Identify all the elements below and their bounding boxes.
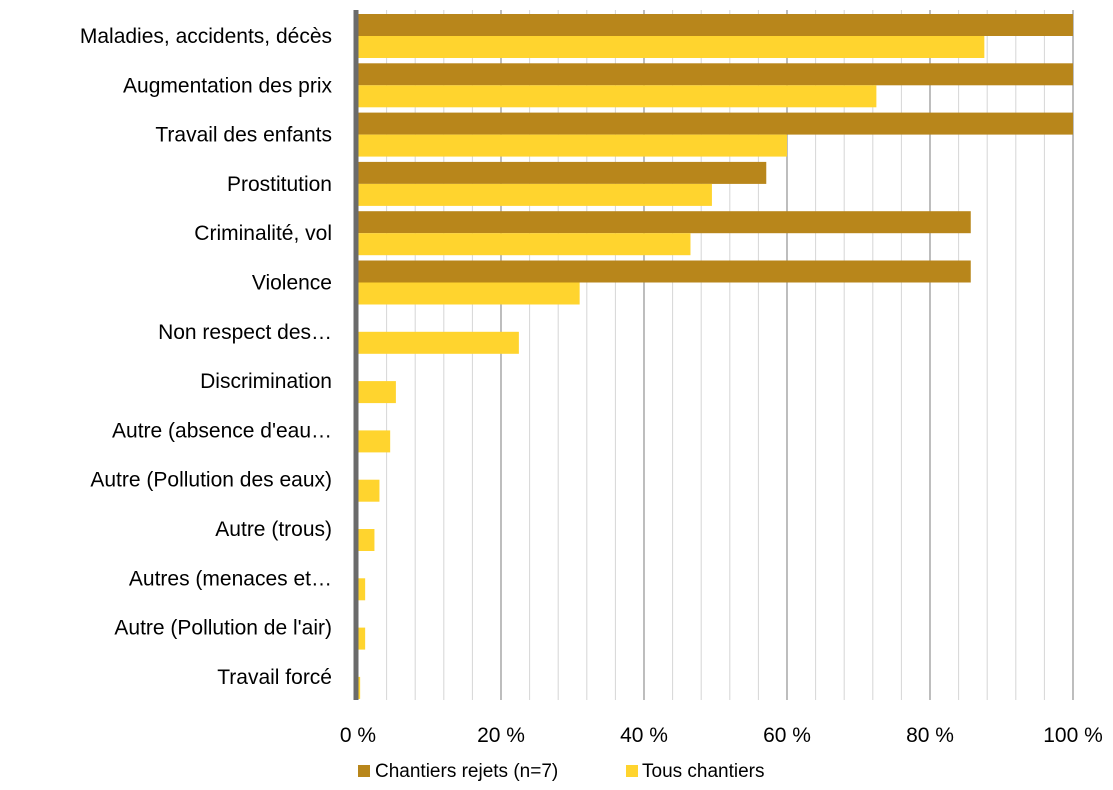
x-tick-label: 0 % <box>340 724 376 747</box>
x-tick-label: 20 % <box>477 724 525 747</box>
bar-series-2-row-9 <box>358 430 391 453</box>
category-label: Autre (Pollution des eaux) <box>90 469 332 492</box>
category-label: Autre (trous) <box>215 518 332 541</box>
legend-swatch-series-1 <box>358 765 370 777</box>
bar-series-2-row-4 <box>358 183 712 206</box>
bar-series-1-row-4 <box>358 161 767 184</box>
bar-series-2-row-3 <box>358 134 787 157</box>
bar-series-2-row-14 <box>358 676 361 699</box>
category-label: Autres (menaces et… <box>129 567 332 590</box>
category-label: Augmentation des prix <box>123 74 332 97</box>
bar-series-2-row-8 <box>358 381 396 404</box>
category-label: Maladies, accidents, décès <box>80 25 332 48</box>
bar-series-1-row-5 <box>358 211 971 234</box>
x-tick-label: 40 % <box>620 724 668 747</box>
x-tick-labels: 0 % 20 % 40 % 60 % 80 % 100 % <box>340 724 1103 747</box>
bar-series-2-row-2 <box>358 85 877 108</box>
category-label: Criminalité, vol <box>194 222 332 245</box>
legend-label-series-2: Tous chantiers <box>642 761 765 782</box>
legend-swatch-series-2 <box>626 765 638 777</box>
category-label: Autre (absence d'eau… <box>112 419 332 442</box>
x-tick-label: 100 % <box>1043 724 1103 747</box>
bar-series-1-row-6 <box>358 260 971 283</box>
bar-series-2-row-6 <box>358 282 580 305</box>
category-label: Discrimination <box>200 370 332 393</box>
category-label: Non respect des… <box>158 321 332 344</box>
x-tick-label: 80 % <box>906 724 954 747</box>
category-label: Travail forcé <box>217 666 332 689</box>
legend-label-series-1: Chantiers rejets (n=7) <box>375 761 558 782</box>
category-labels: Maladies, accidents, décès Augmentation d… <box>80 25 333 689</box>
bar-series-2-row-10 <box>358 479 380 502</box>
bar-series-1-row-2 <box>358 63 1073 86</box>
bar-series-1-row-3 <box>358 112 1073 135</box>
bar-series-2-row-5 <box>358 233 691 256</box>
category-label: Violence <box>252 272 332 295</box>
category-label: Travail des enfants <box>155 124 332 147</box>
bars <box>358 14 1073 699</box>
category-label: Autre (Pollution de l'air) <box>114 617 332 640</box>
bar-series-2-row-11 <box>358 529 375 551</box>
bar-series-2-row-1 <box>358 36 985 58</box>
legend: Chantiers rejets (n=7) Tous chantiers <box>358 761 765 782</box>
bar-series-2-row-7 <box>358 331 519 354</box>
bar-series-2-row-13 <box>358 627 366 650</box>
bar-series-2-row-12 <box>358 578 366 601</box>
bar-series-1-row-1 <box>358 14 1073 36</box>
category-label: Prostitution <box>227 173 332 196</box>
x-tick-label: 60 % <box>763 724 811 747</box>
